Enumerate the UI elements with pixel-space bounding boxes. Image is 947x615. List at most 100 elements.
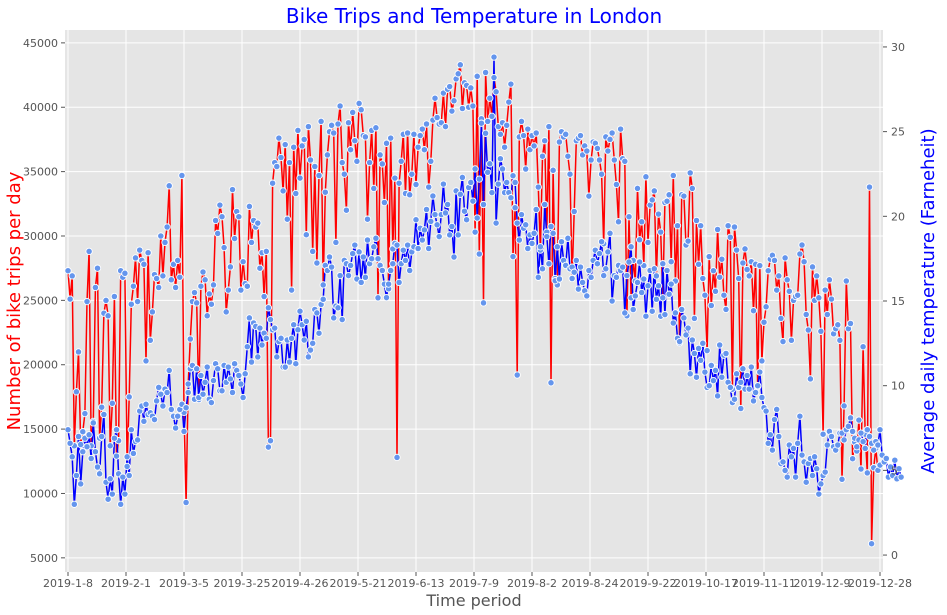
trips-point — [264, 443, 273, 451]
trips-point — [110, 292, 119, 301]
trips-point — [798, 241, 806, 249]
trips-point — [77, 440, 85, 449]
temperature-point — [718, 373, 726, 381]
trips-point — [785, 287, 793, 295]
temperature-point — [498, 165, 507, 173]
temperature-point — [100, 410, 108, 419]
temperature-point — [798, 451, 806, 459]
temperature-point — [532, 205, 540, 214]
trips-point — [72, 388, 81, 396]
trips-point — [81, 409, 89, 418]
trips-point — [796, 250, 804, 258]
temperature-point — [334, 304, 342, 312]
trips-point — [450, 97, 458, 105]
temperature-point — [688, 336, 696, 344]
trips-point — [266, 437, 275, 445]
temperature-point — [678, 305, 686, 314]
temperature-point — [848, 427, 857, 436]
trips-point — [825, 276, 834, 284]
temperature-point — [171, 424, 180, 432]
temperature-point — [72, 471, 81, 480]
temperature-point — [486, 160, 494, 168]
trips-point — [334, 120, 342, 128]
temperature-point — [287, 334, 296, 342]
trips-point — [479, 299, 488, 307]
trips-point — [538, 152, 547, 160]
temperature-point — [319, 295, 327, 303]
temperature-point — [338, 315, 346, 324]
temperature-point — [77, 480, 85, 488]
temperature-point — [418, 236, 426, 244]
temperature-point — [150, 415, 159, 424]
temperature-point — [429, 192, 437, 200]
temperature-point — [859, 437, 867, 446]
trips-point — [555, 138, 564, 146]
trips-point — [376, 151, 384, 159]
trips-point — [522, 165, 530, 173]
temperature-point — [659, 260, 667, 268]
temperature-point — [768, 446, 777, 454]
temperature-point — [555, 275, 564, 283]
temperature-point — [844, 422, 853, 430]
temperature-point — [471, 165, 479, 173]
temperature-point — [870, 446, 878, 454]
trips-point — [193, 299, 201, 307]
trips-point — [827, 295, 836, 303]
temperature-point — [716, 341, 724, 349]
trips-point — [638, 218, 646, 226]
trips-point — [519, 131, 528, 140]
x-tick-label: 2019-3-5 — [159, 577, 209, 590]
temperature-point — [661, 310, 669, 319]
temperature-point — [557, 238, 566, 246]
y-left-tick-label: 35000 — [23, 166, 58, 179]
temperature-point — [420, 226, 429, 234]
trips-point — [340, 170, 348, 178]
temperature-point — [791, 473, 800, 481]
trips-point — [167, 276, 175, 284]
trips-point — [292, 189, 300, 198]
trips-point — [211, 216, 220, 225]
trips-point — [758, 357, 766, 365]
trips-point — [471, 228, 479, 236]
temperature-point — [370, 243, 378, 251]
trips-point — [680, 192, 688, 200]
trips-point — [486, 94, 494, 102]
temperature-point — [262, 334, 270, 342]
temperature-point — [730, 395, 739, 403]
trips-point — [214, 229, 222, 238]
trips-point — [129, 282, 138, 290]
trips-point — [393, 453, 401, 462]
temperature-point — [572, 256, 580, 265]
trips-point — [273, 162, 281, 171]
trips-point — [564, 152, 572, 160]
trips-point — [865, 183, 874, 191]
temperature-point — [509, 172, 517, 180]
trips-point — [353, 157, 361, 165]
trips-point — [707, 301, 715, 310]
temperature-point — [70, 500, 78, 508]
trips-point — [705, 252, 713, 261]
trips-point — [184, 380, 192, 388]
x-tick-label: 2019-12-9 — [794, 577, 851, 590]
temperature-point — [794, 439, 802, 447]
trips-point — [775, 272, 783, 280]
trips-point — [749, 307, 758, 315]
trips-point — [237, 286, 245, 294]
trips-point — [441, 122, 450, 131]
x-tick-label: 2019-3-25 — [214, 577, 271, 590]
trips-point — [713, 225, 722, 234]
temperature-point — [547, 222, 555, 231]
trips-point — [513, 371, 521, 379]
x-tick-label: 2019-1-8 — [43, 577, 93, 590]
trips-point — [302, 231, 310, 239]
temperature-point — [536, 243, 545, 251]
temperature-point — [682, 331, 690, 339]
trips-point — [794, 291, 802, 299]
temperature-point — [882, 454, 890, 463]
temperature-point — [422, 205, 431, 214]
temperature-point — [846, 414, 855, 422]
trips-point — [68, 272, 76, 280]
trips-point — [456, 61, 464, 69]
temperature-point — [199, 390, 207, 398]
temperature-point — [448, 222, 456, 231]
